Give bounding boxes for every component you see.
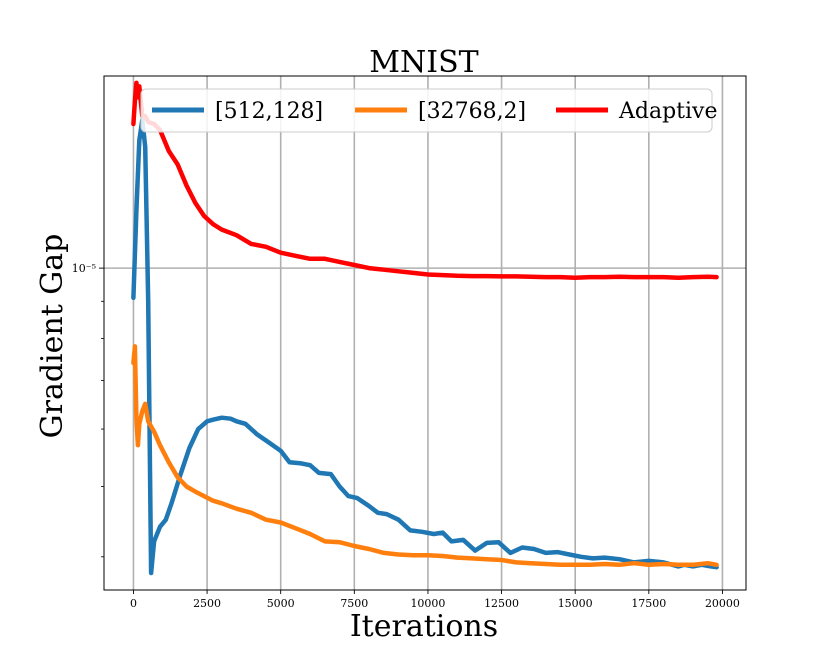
x-tick-label: 17500 [631, 597, 666, 610]
y-ticks: 10⁻⁵ [72, 262, 104, 275]
x-axis-label: Iterations [350, 609, 498, 644]
x-tick-label: 0 [130, 597, 137, 610]
legend-label-2: [32768,2] [418, 99, 526, 124]
x-tick-label: 15000 [558, 597, 593, 610]
series-line-2 [131, 344, 719, 568]
series-lines [131, 80, 719, 576]
legend-label-3: Adaptive [618, 99, 718, 124]
legend-box [140, 88, 713, 133]
x-tick-label: 5000 [267, 597, 295, 610]
x-tick-label: 12500 [484, 597, 519, 610]
grid-lines [104, 76, 746, 590]
plot-frame [103, 75, 747, 591]
x-ticks: 0 2500 5000 7500 10000 12500 15000 17500 20000 [130, 590, 740, 610]
legend: [512,128] [32768,2] Adaptive [140, 88, 718, 133]
chart-title: MNIST [369, 45, 478, 80]
x-tick-label: 20000 [705, 597, 740, 610]
y-axis-label: Gradient Gap [35, 234, 70, 439]
series-line-1 [131, 117, 719, 576]
x-tick-label: 2500 [193, 597, 221, 610]
y-tick-label: 10⁻⁵ [72, 262, 96, 275]
legend-label-1: [512,128] [215, 99, 323, 124]
x-tick-label: 10000 [410, 597, 445, 610]
x-tick-label: 7500 [340, 597, 368, 610]
